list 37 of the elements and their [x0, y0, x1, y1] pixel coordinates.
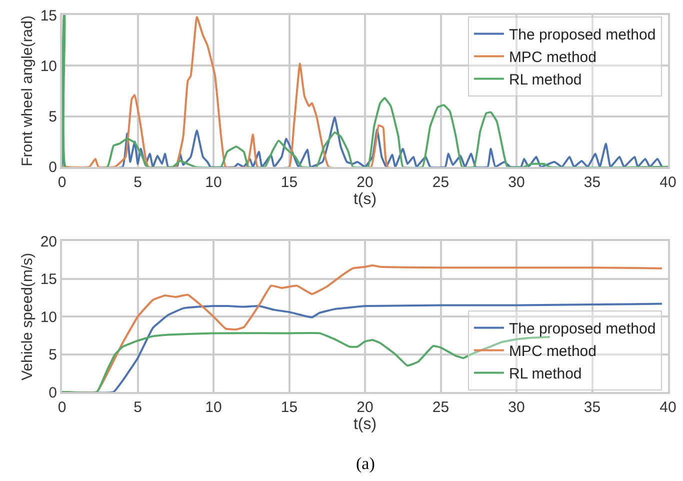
y-axis-title: Front wheel angle(rad) — [19, 16, 36, 166]
x-tick-label: 5 — [134, 399, 142, 416]
x-axis-title: t(s) — [353, 416, 377, 433]
x-tick-label: 30 — [508, 174, 525, 191]
y-tick-label: 0 — [48, 384, 57, 402]
x-tick-label: 15 — [280, 399, 298, 416]
y-axis-title: Vehicle speed(m/s) — [19, 252, 36, 380]
legend-label: MPC method — [508, 343, 596, 360]
y-tick-label: 0 — [48, 159, 57, 176]
text: (a) — [356, 454, 375, 473]
legend-label: The proposed method — [508, 320, 656, 338]
x-tick-label: 40 — [660, 174, 676, 191]
x-tick-label: 10 — [205, 399, 222, 416]
x-tick-label: 40 — [660, 399, 676, 416]
x-tick-label: 30 — [508, 399, 525, 416]
y-tick-label: 15 — [40, 7, 57, 24]
legend-label: RL method — [508, 366, 582, 383]
y-tick-label: 15 — [40, 271, 57, 288]
legend-label: MPC method — [508, 49, 596, 66]
legend-label: RL method — [508, 72, 582, 89]
x-tick-label: 20 — [356, 174, 374, 191]
x-tick-label: 15 — [280, 174, 298, 191]
x-tick-label: 25 — [432, 399, 450, 416]
x-tick-label: 10 — [205, 174, 222, 191]
y-tick-label: 10 — [40, 58, 57, 75]
y-tick-label: 10 — [40, 308, 57, 326]
x-tick-label: 20 — [356, 399, 374, 416]
x-axis-title: t(s) — [353, 190, 377, 208]
y-tick-label: 5 — [48, 108, 57, 126]
line-series — [62, 116, 663, 167]
x-tick-label: 25 — [432, 174, 450, 191]
x-tick-label: 35 — [584, 399, 601, 416]
x-tick-label: 5 — [134, 174, 142, 191]
x-tick-label: 35 — [584, 174, 601, 191]
y-tick-label: 5 — [48, 346, 57, 364]
legend-label: The proposed method — [508, 26, 656, 44]
y-tick-label: 20 — [40, 233, 57, 250]
